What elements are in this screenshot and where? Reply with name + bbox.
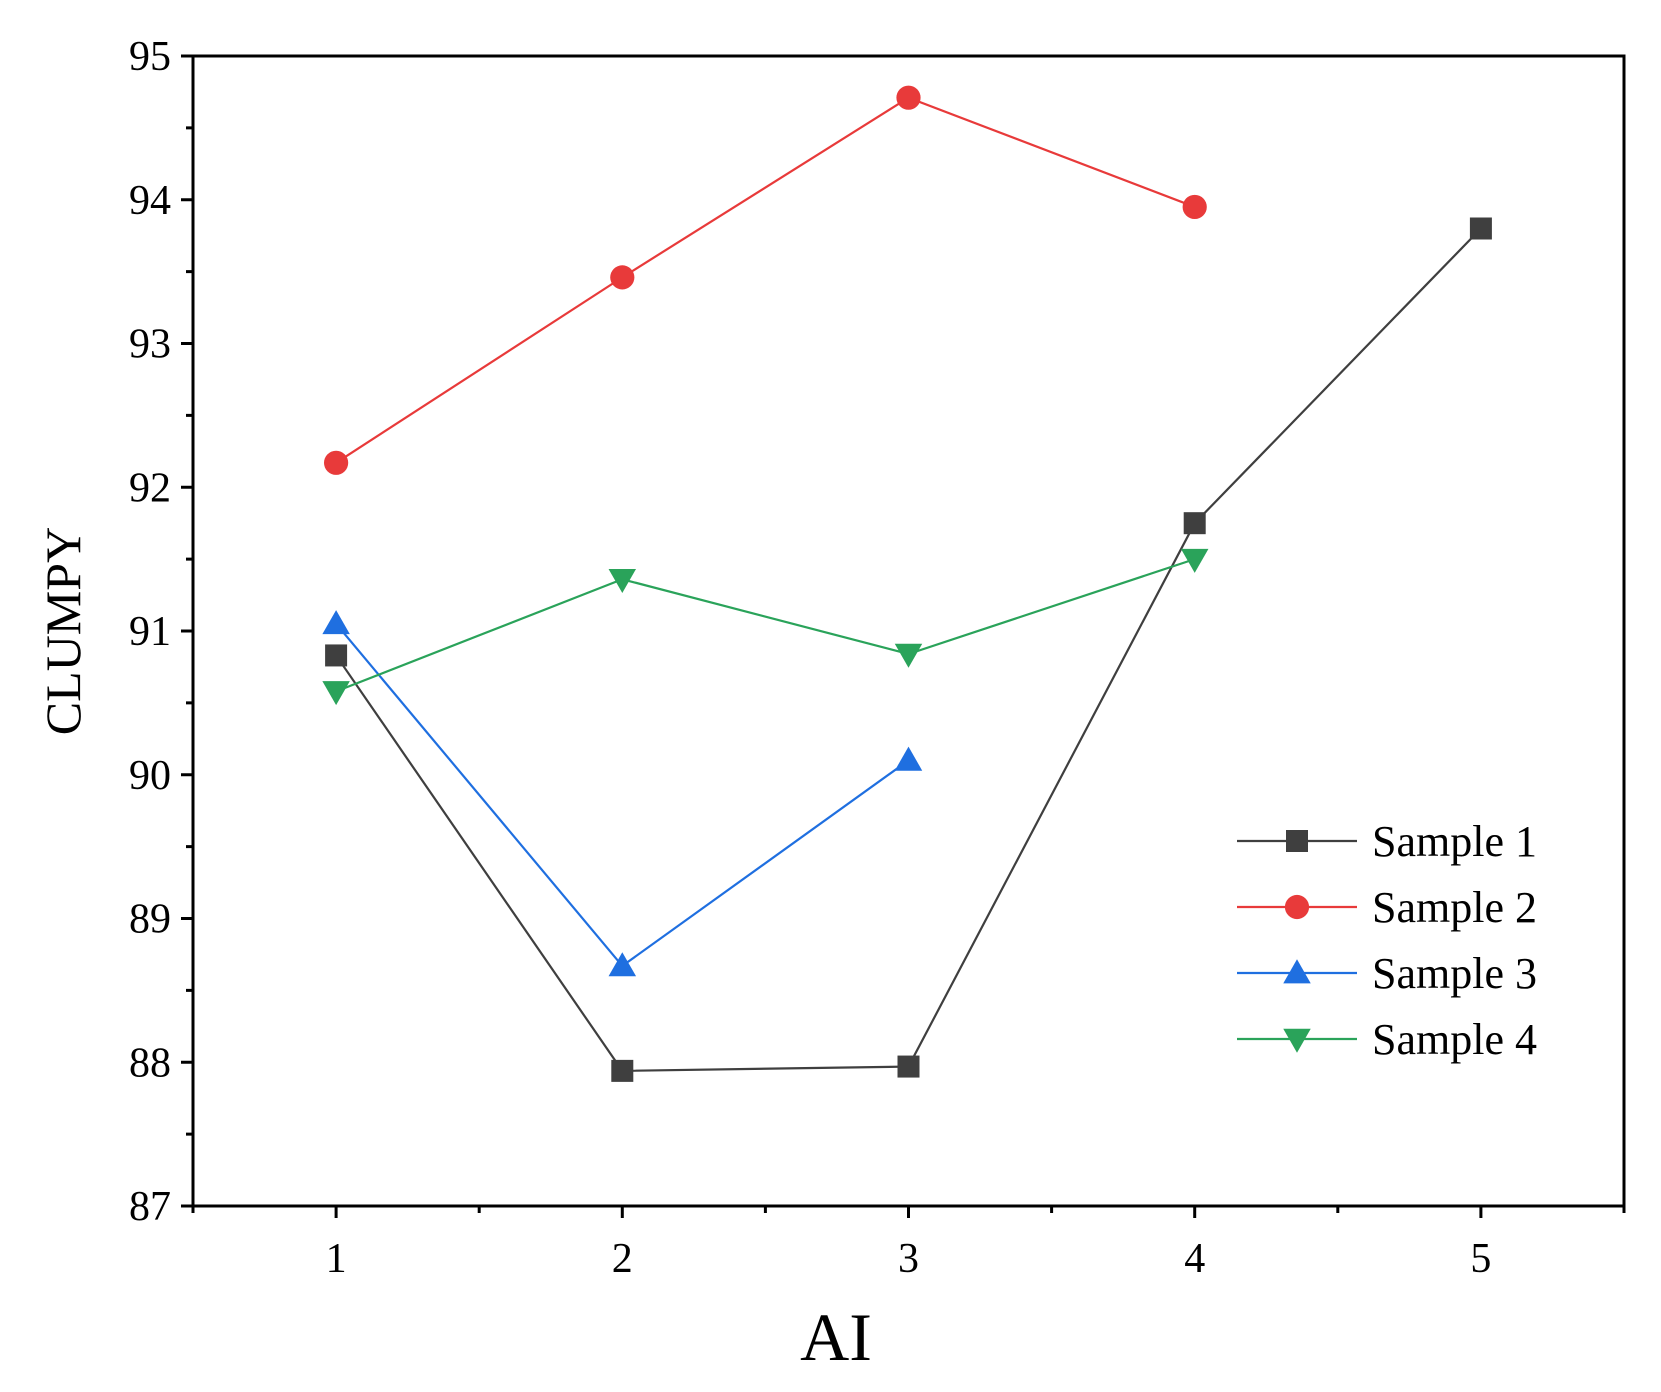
legend-item: Sample 3 xyxy=(1237,949,1537,998)
legend-label: Sample 1 xyxy=(1372,817,1537,866)
legend-item: Sample 1 xyxy=(1237,817,1537,866)
data-point xyxy=(897,1055,920,1078)
legend-marker xyxy=(1284,894,1310,920)
legend-marker xyxy=(1283,1028,1311,1053)
data-point xyxy=(1180,548,1209,573)
data-point xyxy=(1469,217,1492,240)
series-4 xyxy=(322,548,1209,706)
y-axis-title: CLUMPY xyxy=(35,527,91,735)
x-tick-label: 4 xyxy=(1184,1236,1205,1282)
data-point xyxy=(611,1059,634,1082)
legend-item: Sample 2 xyxy=(1237,883,1537,932)
y-tick-label: 93 xyxy=(129,322,171,368)
series-1 xyxy=(325,217,1492,1082)
data-point xyxy=(894,746,923,771)
data-point xyxy=(896,85,921,110)
data-point xyxy=(608,952,637,977)
x-axis: 1 2 3 4 5 xyxy=(191,1206,1626,1282)
y-tick-label: 89 xyxy=(129,897,171,943)
x-tick-label: 5 xyxy=(1470,1236,1491,1282)
legend: Sample 1 Sample 2 Sample 3 Sample 4 xyxy=(1237,817,1537,1064)
data-point xyxy=(1182,194,1207,220)
x-tick-label: 1 xyxy=(326,1236,347,1282)
data-point xyxy=(322,610,350,635)
data-point xyxy=(610,265,635,290)
data-point xyxy=(324,450,349,475)
x-axis-title: AI xyxy=(800,1299,872,1375)
y-tick-label: 88 xyxy=(129,1040,171,1086)
data-point xyxy=(608,568,637,593)
legend-marker xyxy=(1286,830,1308,852)
y-tick-label: 87 xyxy=(129,1184,171,1230)
y-tick-label: 90 xyxy=(129,753,171,799)
x-tick-label: 3 xyxy=(898,1236,919,1282)
series-layer xyxy=(322,85,1492,1082)
series-line xyxy=(335,558,1196,693)
y-tick-label: 95 xyxy=(129,34,171,80)
data-point xyxy=(322,681,350,706)
series-line xyxy=(335,623,910,968)
legend-marker xyxy=(1283,959,1311,984)
x-tick-label: 2 xyxy=(612,1236,633,1282)
y-tick-label: 94 xyxy=(129,178,171,224)
legend-label: Sample 4 xyxy=(1372,1015,1537,1064)
data-point xyxy=(325,644,348,667)
legend-label: Sample 2 xyxy=(1372,883,1537,932)
series-3 xyxy=(322,610,923,977)
series-2 xyxy=(324,85,1207,475)
legend-item: Sample 4 xyxy=(1237,1015,1537,1064)
y-tick-label: 92 xyxy=(129,465,171,511)
data-point xyxy=(894,643,923,668)
series-line xyxy=(335,96,1196,464)
y-axis: 87 88 89 90 91 92 93 94 95 xyxy=(129,34,193,1230)
legend-label: Sample 3 xyxy=(1372,949,1537,998)
y-tick-label: 91 xyxy=(129,609,171,655)
data-point xyxy=(1183,512,1206,535)
